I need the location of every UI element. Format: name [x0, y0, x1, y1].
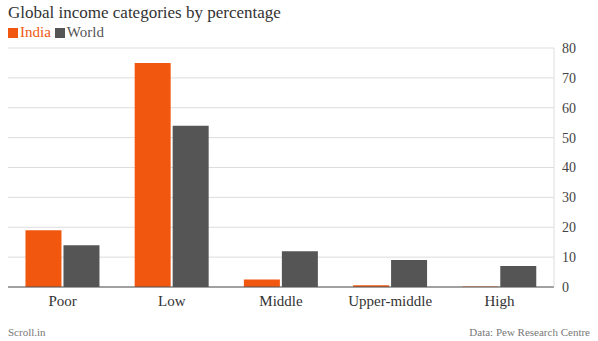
html-text:Data: Pew Research Centre: Data: Pew Research Centre	[469, 326, 590, 338]
svg-text:60: 60	[562, 101, 576, 116]
svg-text:Middle: Middle	[259, 293, 303, 309]
svg-text:80: 80	[562, 41, 576, 56]
svg-text:Upper-middle: Upper-middle	[348, 293, 432, 309]
html-text:India: India	[20, 24, 51, 40]
html-text:Scroll.in: Scroll.in	[8, 326, 46, 338]
svg-text:10: 10	[562, 250, 576, 265]
svg-text:50: 50	[562, 131, 576, 146]
svg-text:Low: Low	[158, 293, 186, 309]
svg-text:0: 0	[562, 280, 569, 295]
html-text:Global income categories by pe: Global income categories by percentage	[8, 3, 281, 22]
svg-text:20: 20	[562, 220, 576, 235]
svg-text:70: 70	[562, 71, 576, 86]
svg-text:40: 40	[562, 160, 576, 175]
html-text:World: World	[66, 24, 104, 40]
svg-text:High: High	[484, 293, 515, 309]
svg-text:Poor: Poor	[48, 293, 76, 309]
svg-text:30: 30	[562, 190, 576, 205]
